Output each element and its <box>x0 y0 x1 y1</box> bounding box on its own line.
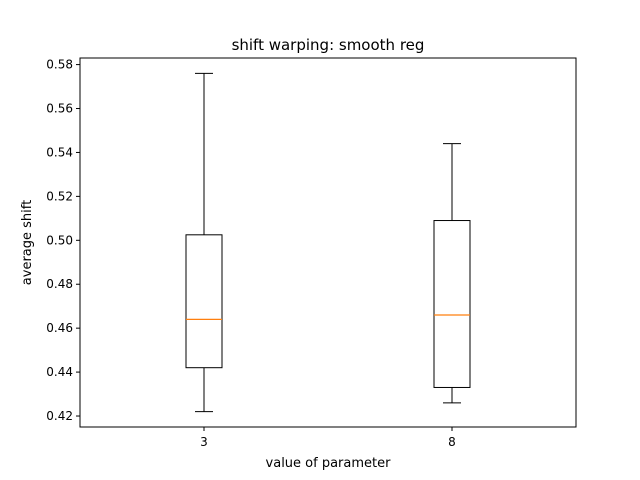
x-tick-label: 8 <box>448 435 456 449</box>
y-tick-label: 0.52 <box>46 189 73 203</box>
y-tick-label: 0.58 <box>46 58 73 72</box>
box-series <box>185 72 471 413</box>
y-tick-label: 0.54 <box>46 145 73 159</box>
y-tick-label: 0.44 <box>46 365 73 379</box>
y-tick-label: 0.46 <box>46 321 73 335</box>
x-axis-label: value of parameter <box>266 456 392 471</box>
box-3 <box>185 72 223 413</box>
y-axis-ticks: 0.42 0.44 0.46 0.48 0.50 0.52 0.54 0.56 0.58 <box>46 58 80 423</box>
y-tick-label: 0.42 <box>46 409 73 423</box>
y-axis-label: average shift <box>20 200 35 285</box>
box-8 <box>433 143 471 404</box>
y-tick-label: 0.48 <box>46 277 73 291</box>
y-tick-label: 0.50 <box>46 233 73 247</box>
x-tick-label: 3 <box>200 435 208 449</box>
box-body <box>185 234 223 369</box>
chart-title: shift warping: smooth reg <box>232 36 425 54</box>
box-body <box>433 220 471 388</box>
plot-frame <box>79 57 577 428</box>
y-tick-label: 0.56 <box>46 102 73 116</box>
